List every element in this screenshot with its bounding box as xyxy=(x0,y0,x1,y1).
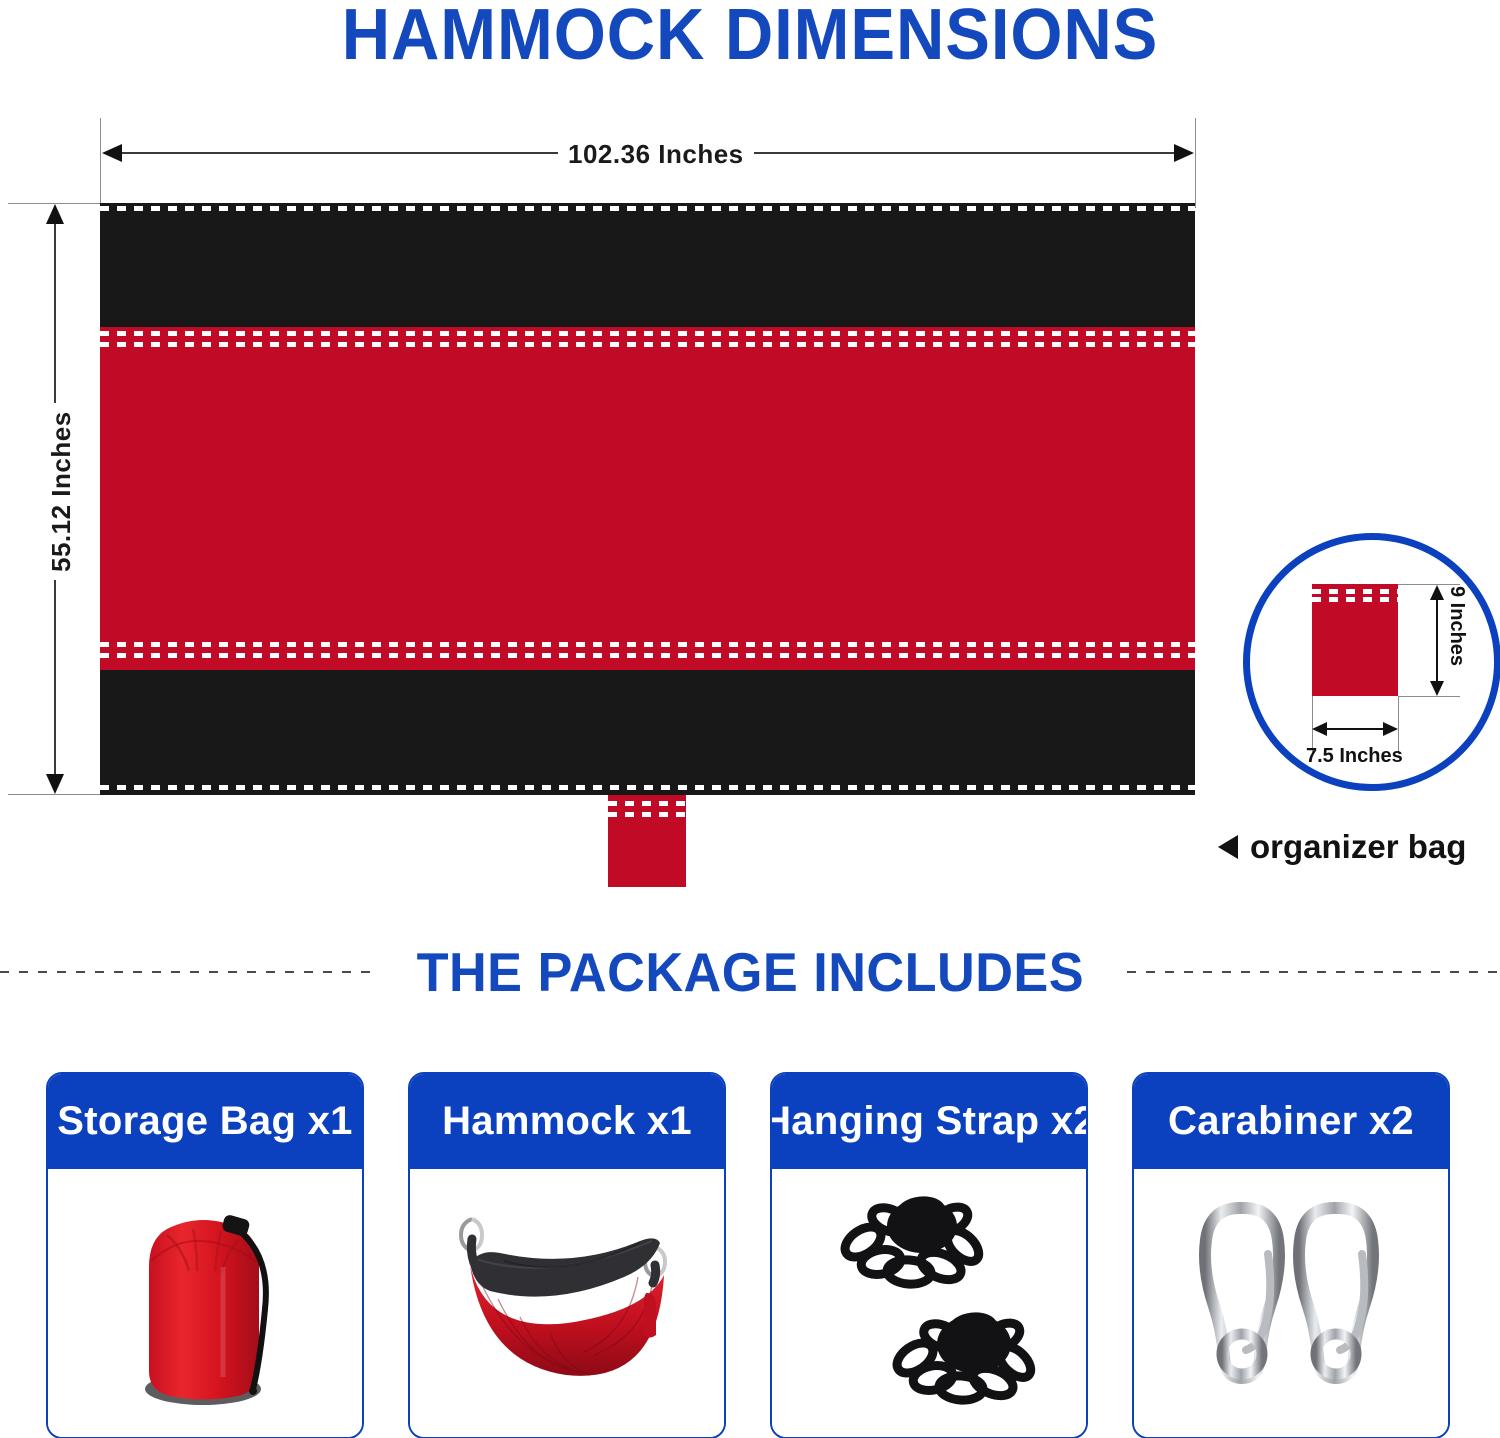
stitch-row-red-top xyxy=(100,331,1195,347)
width-dimension-label: 102.36 Inches xyxy=(558,139,754,170)
hammock-band-black-top xyxy=(100,203,1195,327)
card-title: Hammock x1 xyxy=(442,1099,692,1143)
hammock-icon xyxy=(458,1217,668,1376)
organizer-bag-caption-text: organizer bag xyxy=(1250,828,1467,865)
bag-width-label: 7.5 Inches xyxy=(1306,745,1403,767)
package-items-grid: Storage Bag x1 xyxy=(46,1072,1458,1438)
bag-height-label: 9 Inches xyxy=(1446,586,1468,667)
card-header: Hanging Strap x2 xyxy=(772,1074,1086,1169)
package-item-card-hanging-strap[interactable]: Hanging Strap x2 xyxy=(770,1072,1088,1438)
package-item-card-hammock[interactable]: Hammock x1 xyxy=(408,1072,726,1438)
hanging-strap-icon xyxy=(840,1196,1036,1405)
card-illustration xyxy=(772,1169,1086,1437)
guide-line-left xyxy=(100,118,101,208)
bag-guide-top xyxy=(1398,584,1460,585)
organizer-bag-callout: 9 Inches 7.5 Inches xyxy=(1243,533,1500,791)
guide-line-right xyxy=(1195,118,1196,208)
hammock-attached-tab xyxy=(608,795,686,887)
guide-line-bottom xyxy=(8,794,108,795)
hammock-fabric-diagram xyxy=(100,203,1195,795)
card-illustration xyxy=(410,1169,724,1437)
bag-width-arrow-head-left xyxy=(1312,722,1327,736)
hammock-band-red xyxy=(100,327,1195,670)
stitch-row-bag xyxy=(1312,589,1398,602)
width-arrow-head-left xyxy=(102,144,122,162)
storage-bag-icon xyxy=(145,1215,269,1405)
guide-line-top xyxy=(8,203,108,204)
height-arrow-head-top xyxy=(46,204,64,224)
bag-width-arrow-head-right xyxy=(1383,722,1398,736)
divider-right xyxy=(1127,971,1500,973)
dimension-diagram: 102.36 Inches 55.12 Inches xyxy=(8,118,1500,887)
bag-height-arrow-head-top xyxy=(1430,585,1444,600)
card-title: Hanging Strap x2 xyxy=(770,1099,1088,1143)
bag-guide-right xyxy=(1398,696,1399,754)
organizer-bag-caption: organizer bag xyxy=(1218,828,1466,866)
carabiner-icon xyxy=(1199,1202,1379,1384)
stitch-row-bottom xyxy=(100,785,1195,790)
divider-left xyxy=(0,971,373,973)
stitch-row-tab xyxy=(608,801,686,817)
bag-width-arrow-shaft xyxy=(1319,728,1391,730)
triangle-left-icon xyxy=(1218,835,1238,859)
height-arrow-head-bottom xyxy=(46,774,64,794)
card-header: Storage Bag x1 xyxy=(48,1074,362,1169)
organizer-bag-shape xyxy=(1312,584,1398,696)
card-header: Carabiner x2 xyxy=(1134,1074,1448,1169)
height-dimension-label: 55.12 Inches xyxy=(42,403,81,580)
package-includes-banner: THE PACKAGE INCLUDES xyxy=(0,935,1500,1009)
bag-height-arrow-shaft xyxy=(1436,592,1438,688)
package-item-card-storage-bag[interactable]: Storage Bag x1 xyxy=(46,1072,364,1438)
card-title: Carabiner x2 xyxy=(1168,1099,1414,1143)
card-title: Storage Bag x1 xyxy=(57,1099,353,1143)
bag-height-arrow-head-bottom xyxy=(1430,681,1444,696)
width-arrow-head-right xyxy=(1174,144,1194,162)
card-illustration xyxy=(48,1169,362,1437)
bag-guide-bottom xyxy=(1398,696,1460,697)
package-includes-heading: THE PACKAGE INCLUDES xyxy=(416,941,1084,1003)
stitch-row-top xyxy=(100,206,1195,211)
card-header: Hammock x1 xyxy=(410,1074,724,1169)
stitch-row-red-bottom xyxy=(100,642,1195,658)
hammock-band-black-bottom xyxy=(100,670,1195,795)
package-item-card-carabiner[interactable]: Carabiner x2 xyxy=(1132,1072,1450,1438)
card-illustration xyxy=(1134,1169,1448,1437)
page-title: HAMMOCK DIMENSIONS xyxy=(341,0,1159,75)
